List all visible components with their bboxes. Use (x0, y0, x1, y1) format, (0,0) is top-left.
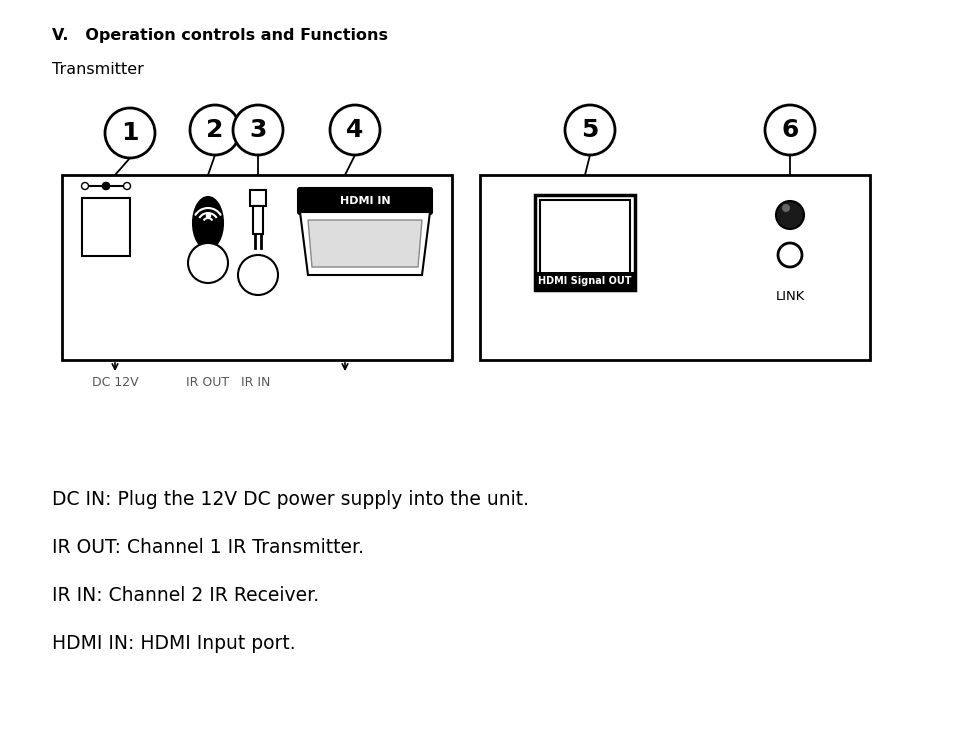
Text: 2: 2 (206, 118, 223, 142)
Circle shape (190, 105, 240, 155)
Circle shape (233, 105, 283, 155)
Circle shape (81, 182, 89, 190)
Circle shape (102, 182, 110, 190)
Text: IR IN: IR IN (241, 376, 271, 389)
Text: 1: 1 (121, 121, 138, 145)
Text: V.   Operation controls and Functions: V. Operation controls and Functions (52, 28, 388, 43)
Circle shape (188, 243, 228, 283)
Circle shape (781, 204, 789, 212)
Bar (479, 175, 869, 360)
Text: IR OUT: Channel 1 IR Transmitter.: IR OUT: Channel 1 IR Transmitter. (52, 538, 364, 557)
Circle shape (778, 243, 801, 267)
Bar (253, 206, 263, 234)
Text: HDMI IN: HDMI Input port.: HDMI IN: HDMI Input port. (52, 634, 295, 653)
Circle shape (564, 105, 615, 155)
Text: 4: 4 (346, 118, 363, 142)
Polygon shape (299, 212, 430, 275)
Circle shape (102, 182, 110, 190)
Circle shape (764, 105, 814, 155)
FancyBboxPatch shape (297, 188, 432, 214)
Ellipse shape (193, 197, 223, 249)
Text: 3: 3 (249, 118, 267, 142)
Circle shape (237, 255, 277, 295)
Bar (62, 175, 452, 360)
Text: IR IN: Channel 2 IR Receiver.: IR IN: Channel 2 IR Receiver. (52, 586, 319, 605)
Bar (250, 190, 266, 206)
Polygon shape (308, 220, 421, 267)
Bar (535, 272, 635, 290)
Text: 5: 5 (580, 118, 598, 142)
Text: HDMI IN: HDMI IN (339, 196, 390, 206)
Bar (539, 200, 629, 285)
Circle shape (330, 105, 379, 155)
Text: LINK: LINK (775, 290, 803, 303)
Text: 6: 6 (781, 118, 798, 142)
Bar (82, 198, 130, 256)
Text: IR OUT: IR OUT (186, 376, 230, 389)
Text: DC IN: Plug the 12V DC power supply into the unit.: DC IN: Plug the 12V DC power supply into… (52, 490, 529, 509)
Text: HDMI Signal OUT: HDMI Signal OUT (537, 276, 631, 286)
Circle shape (123, 182, 131, 190)
Text: DC 12V: DC 12V (91, 376, 138, 389)
Bar (535, 195, 635, 290)
Circle shape (775, 201, 803, 229)
Text: Transmitter: Transmitter (52, 62, 144, 77)
Circle shape (105, 108, 154, 158)
